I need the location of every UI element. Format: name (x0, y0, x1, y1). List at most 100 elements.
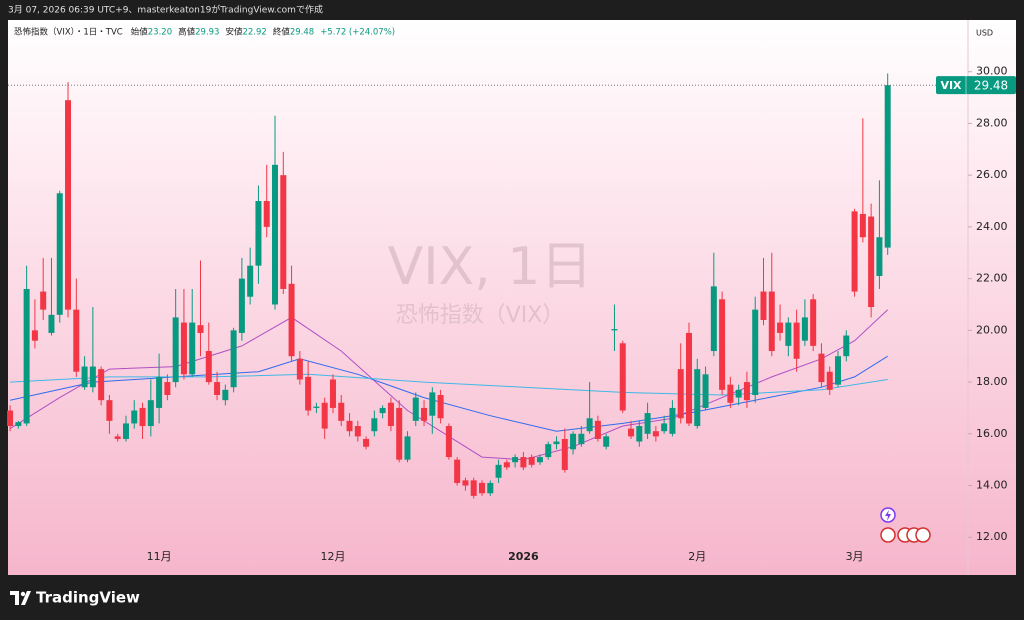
candle-body (652, 431, 659, 437)
candle-body (313, 406, 320, 408)
price-tag-value: 29.48 (974, 79, 1008, 93)
candle-body (40, 291, 47, 310)
candle-body (230, 330, 237, 388)
y-tick-label: 14.00 (976, 479, 1008, 492)
legend-change: +5.72 (+24.07%) (320, 28, 395, 38)
ma-line (9, 309, 889, 461)
candle-body (669, 407, 676, 434)
watermark: VIX, 1日 (388, 237, 593, 297)
candle-body (628, 428, 635, 437)
candle-body (89, 366, 96, 388)
candle-body (272, 164, 279, 305)
legend: 恐怖指数（VIX）・1日・TVC 始値 23.20 高値 29.93 安値 22.92 終値… (14, 27, 395, 38)
candle-body (338, 402, 345, 421)
candle-body (321, 402, 328, 429)
candle-body (495, 464, 502, 478)
chart-area (8, 20, 1016, 575)
symbol: 恐怖指数（VIX）・1日・TVC (14, 27, 123, 38)
candle-body (288, 283, 295, 357)
legend-value: 22.92 (242, 28, 266, 38)
candle-body (23, 288, 30, 424)
candle-body (205, 351, 212, 383)
candle-body (65, 100, 72, 310)
candle-body (677, 369, 684, 419)
candle-body (164, 382, 171, 395)
candle-body (437, 395, 444, 419)
candle-body (570, 433, 577, 450)
candle-body (56, 193, 63, 315)
legend-label: 安値 (225, 27, 243, 38)
candle-body (702, 374, 709, 408)
logo (10, 591, 31, 605)
candle-body (743, 382, 750, 401)
event-bolt (885, 510, 891, 521)
plot (7, 73, 891, 499)
candle-body (661, 423, 668, 432)
candle-body (81, 366, 88, 388)
candle-body (603, 436, 610, 447)
candle-body (296, 358, 303, 380)
y-tick-label: 16.00 (976, 427, 1008, 440)
legend-value: 29.93 (195, 28, 219, 38)
x-tick-label: 11月 (147, 550, 172, 563)
economic-events[interactable] (880, 527, 931, 543)
flag-icon (915, 527, 931, 543)
candle-body (429, 392, 436, 416)
candle-body (280, 175, 287, 289)
candle-body (644, 413, 651, 434)
y-tick-label: 18.00 (976, 375, 1008, 388)
candle-body (197, 325, 204, 333)
y-tick-label: 12.00 (976, 530, 1008, 543)
candle-body (255, 201, 262, 266)
candle-body (478, 482, 485, 494)
candle-body (412, 397, 419, 421)
candle-body (727, 384, 734, 403)
candle-body (561, 438, 568, 470)
candle-body (528, 457, 535, 465)
candle-body (884, 85, 891, 248)
legend-label: 高値 (178, 27, 196, 38)
x-tick-label: 3月 (846, 550, 864, 563)
candle-body (752, 309, 759, 395)
candle-body (329, 379, 336, 408)
y-tick-label: 28.00 (976, 116, 1008, 129)
watermark-sub: 恐怖指数（VIX） (396, 303, 565, 328)
candle-body (810, 299, 817, 346)
candle-body (793, 322, 800, 359)
candle-body (7, 410, 14, 427)
candle-body (48, 314, 55, 333)
candle-body (354, 426, 361, 437)
ma-line (9, 355, 888, 432)
candle-body (536, 457, 543, 463)
candle-body (139, 407, 146, 427)
candle-body (31, 330, 38, 341)
candle-body (876, 237, 883, 277)
candle-body (73, 309, 80, 372)
candle-body (553, 441, 560, 445)
candle-body (363, 438, 370, 447)
candle-body (131, 410, 138, 424)
brand-name: TradingView (36, 589, 140, 607)
candle-body (801, 317, 808, 341)
candle-body (156, 376, 163, 408)
currency: USD (976, 29, 993, 38)
candle-body (843, 335, 850, 357)
candle-body (346, 420, 353, 432)
candle-body (694, 369, 701, 427)
candle-body (719, 299, 726, 390)
candle-body (305, 376, 312, 411)
legend-label: 終値 (273, 27, 291, 38)
candle-body (520, 457, 527, 468)
legend-label: 始値 (131, 27, 149, 38)
candle-body (172, 317, 179, 383)
y-tick-label: 30.00 (976, 65, 1008, 78)
flag-icon (880, 527, 896, 543)
candle-body (768, 291, 775, 352)
price-tag (936, 76, 1016, 95)
x-tick-label: 2026 (508, 550, 539, 563)
candle-body (826, 371, 833, 390)
candle-body (578, 433, 585, 445)
candle-body (214, 382, 221, 395)
candle-body (98, 369, 105, 401)
